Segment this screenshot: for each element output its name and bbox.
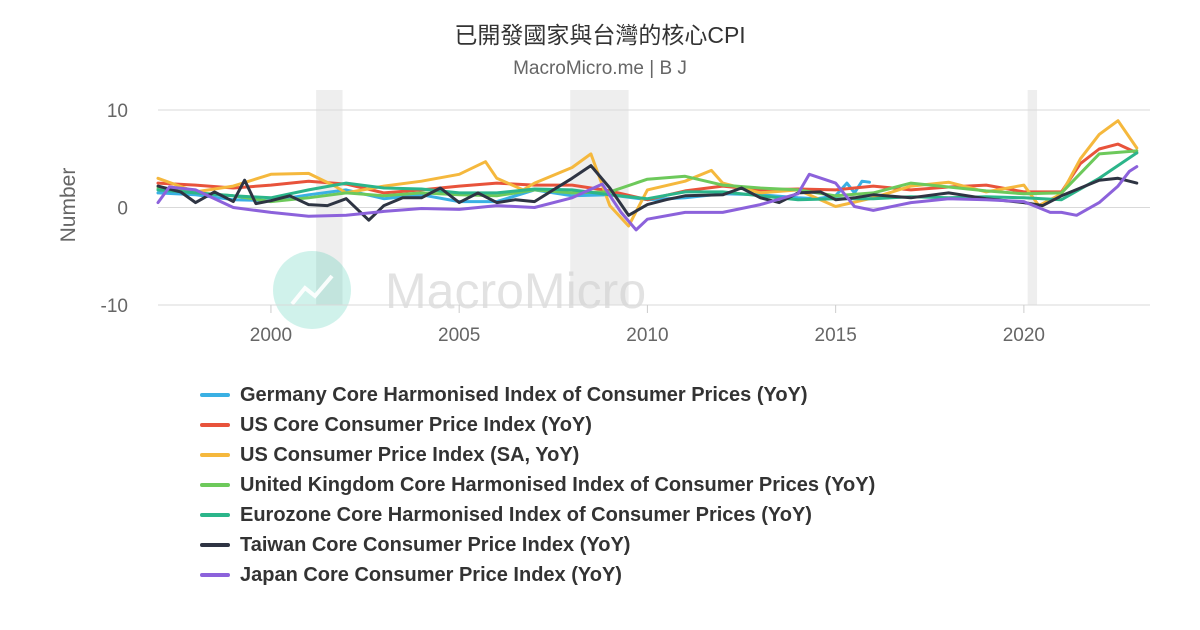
legend-item[interactable]: US Consumer Price Index (SA, YoY) xyxy=(200,440,875,470)
legend-swatch xyxy=(200,543,230,547)
chart-subtitle: MacroMicro.me | B J xyxy=(513,58,687,79)
watermark-logo-mark xyxy=(290,274,334,306)
legend-item[interactable]: US Core Consumer Price Index (YoY) xyxy=(200,410,875,440)
y-tick-label: 10 xyxy=(107,101,128,122)
series-lines xyxy=(156,119,1139,232)
legend-label: Germany Core Harmonised Index of Consume… xyxy=(240,383,808,406)
legend-item[interactable]: United Kingdom Core Harmonised Index of … xyxy=(200,470,875,500)
x-tick-label: 2010 xyxy=(626,325,668,346)
legend-swatch xyxy=(200,423,230,427)
legend-item[interactable]: Taiwan Core Consumer Price Index (YoY) xyxy=(200,530,875,560)
x-tick-label: 2015 xyxy=(815,325,857,346)
legend-item[interactable]: Eurozone Core Harmonised Index of Consum… xyxy=(200,500,875,530)
x-tick-label: 2005 xyxy=(438,325,480,346)
legend-swatch xyxy=(200,573,230,577)
legend: Germany Core Harmonised Index of Consume… xyxy=(200,380,875,590)
legend-swatch xyxy=(200,513,230,517)
recession-band-1 xyxy=(570,90,629,305)
watermark: MacroMicro xyxy=(273,251,646,329)
y-tick-label: 0 xyxy=(117,199,128,220)
watermark-text: MacroMicro xyxy=(385,263,646,319)
chart-area: MacroMicro 10 0 -10 2000 2005 2010 2015 2020 N… xyxy=(57,90,1150,346)
y-axis-title: Number xyxy=(57,168,80,243)
legend-label: United Kingdom Core Harmonised Index of … xyxy=(240,473,876,496)
chart-title: 已開發國家與台灣的核心CPI xyxy=(454,22,746,48)
legend-label: Eurozone Core Harmonised Index of Consum… xyxy=(240,503,812,526)
x-tick-label: 2000 xyxy=(250,325,292,346)
y-tick-label: -10 xyxy=(101,296,128,317)
legend-swatch xyxy=(200,483,230,487)
legend-label: US Core Consumer Price Index (YoY) xyxy=(240,413,592,436)
legend-item[interactable]: Japan Core Consumer Price Index (YoY) xyxy=(200,560,875,590)
legend-swatch xyxy=(200,453,230,457)
series-line-6 xyxy=(156,165,1139,232)
series-line-3 xyxy=(156,149,1139,204)
legend-label: Taiwan Core Consumer Price Index (YoY) xyxy=(240,533,631,556)
legend-label: Japan Core Consumer Price Index (YoY) xyxy=(240,563,622,586)
legend-item[interactable]: Germany Core Harmonised Index of Consume… xyxy=(200,380,875,410)
y-axis-ticks: 10 0 -10 xyxy=(101,101,128,317)
series-line-2 xyxy=(156,119,1139,228)
x-axis-ticks: 2000 2005 2010 2015 2020 xyxy=(250,305,1045,346)
series-line-0 xyxy=(156,179,871,204)
x-tick-label: 2020 xyxy=(1003,325,1045,346)
series-line-5 xyxy=(156,164,1139,222)
watermark-logo-icon xyxy=(273,251,351,329)
legend-swatch xyxy=(200,393,230,397)
gridlines xyxy=(158,109,1150,306)
legend-label: US Consumer Price Index (SA, YoY) xyxy=(240,443,580,466)
